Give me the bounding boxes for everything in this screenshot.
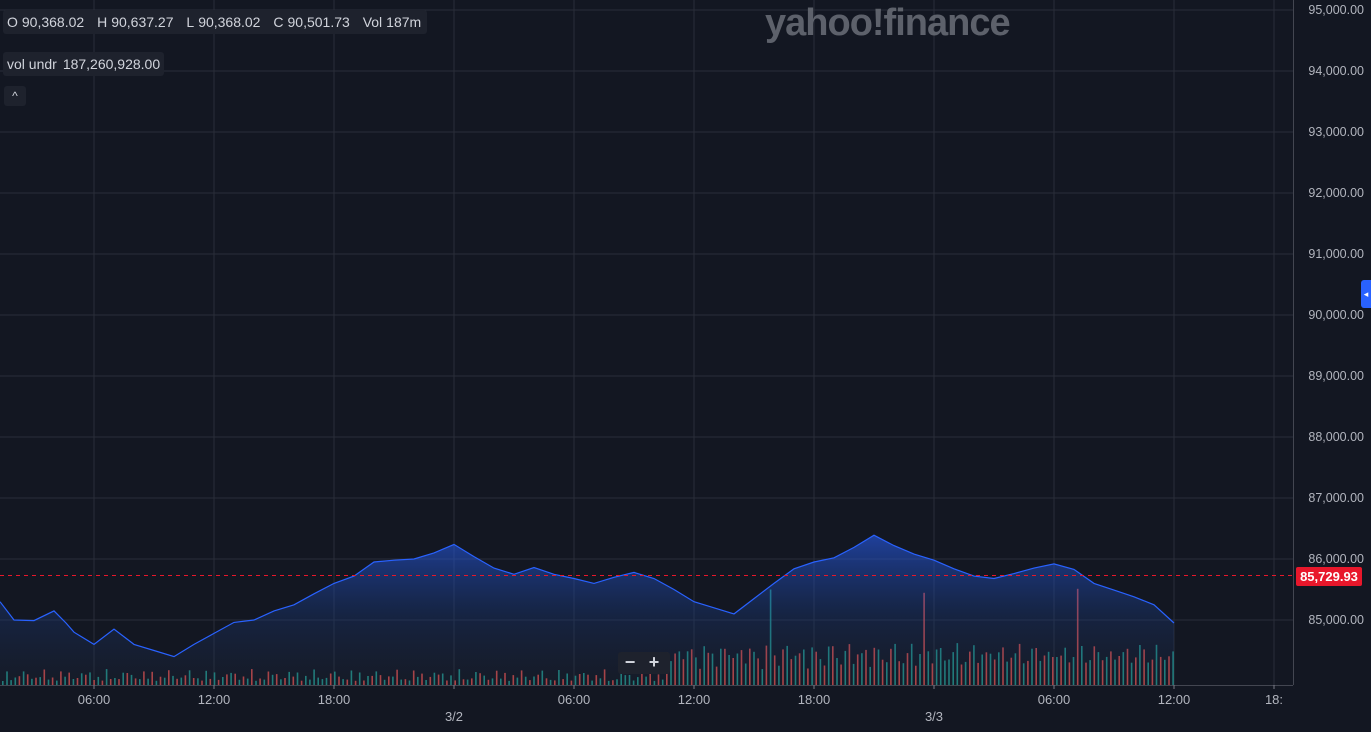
zoom-out-button[interactable]: − xyxy=(624,652,636,672)
x-tick-label: 06:00 xyxy=(1038,692,1071,707)
chevron-up-icon: ^ xyxy=(12,89,18,103)
ohlc-legend: O 90,368.02 H 90,637.27 L 90,368.02 C 90,501… xyxy=(3,10,428,34)
y-axis: 85,000.00 86,000.00 87,000.00 88,000.00 89,0… xyxy=(1308,3,1364,627)
price-line xyxy=(0,534,1175,658)
x-tick-label: 06:00 xyxy=(78,692,111,707)
x-tick-label: 3/2 xyxy=(445,709,463,724)
collapse-legend-button[interactable]: ^ xyxy=(4,86,26,106)
y-tick-label: 92,000.00 xyxy=(1308,186,1364,200)
y-tick-label: 95,000.00 xyxy=(1308,3,1364,17)
close-value: 90,501.73 xyxy=(287,14,350,30)
high-label: H xyxy=(97,14,108,30)
volume-indicator-label: vol undr xyxy=(7,56,57,72)
y-tick-label: 94,000.00 xyxy=(1308,64,1364,78)
y-tick-label: 87,000.00 xyxy=(1308,491,1364,505)
zoom-controls: − + xyxy=(618,652,670,674)
open-value: 90,368.02 xyxy=(21,14,85,30)
x-tick-label: 12:00 xyxy=(678,692,711,707)
low-label: L xyxy=(186,14,195,30)
x-axis: 06:00 12:00 18:00 3/2 06:00 12:00 18:00 3/3 06:0… xyxy=(78,685,1283,724)
chevron-left-icon: ◂ xyxy=(1363,289,1369,299)
y-tick-label: 89,000.00 xyxy=(1308,369,1364,383)
vol-value: 187m xyxy=(386,14,422,30)
price-area-fill xyxy=(0,535,1174,685)
high-value: 90,637.27 xyxy=(111,14,174,30)
volume-indicator-value: 187,260,928.00 xyxy=(62,56,161,72)
x-tick-label: 3/3 xyxy=(925,709,943,724)
y-tick-label: 85,000.00 xyxy=(1308,613,1364,627)
y-tick-label: 88,000.00 xyxy=(1308,430,1364,444)
price-scale-handle[interactable]: ◂ xyxy=(1361,280,1371,308)
x-tick-label: 12:00 xyxy=(198,692,231,707)
current-price-tag: 85,729.93 xyxy=(1296,567,1362,586)
y-tick-label: 93,000.00 xyxy=(1308,125,1364,139)
close-label: C xyxy=(273,14,284,30)
zoom-in-button[interactable]: + xyxy=(648,652,660,672)
x-tick-label: 18:00 xyxy=(318,692,351,707)
x-tick-label: 18: xyxy=(1265,692,1283,707)
y-tick-label: 90,000.00 xyxy=(1308,308,1364,322)
x-tick-label: 18:00 xyxy=(798,692,831,707)
low-value: 90,368.02 xyxy=(198,14,261,30)
yahoo-finance-logo: yahoo!finance xyxy=(765,2,1011,44)
x-tick-label: 06:00 xyxy=(558,692,591,707)
y-tick-label: 91,000.00 xyxy=(1308,247,1364,261)
open-label: O xyxy=(7,14,18,30)
volume-indicator-legend: vol undr 187,260,928.00 xyxy=(3,52,165,76)
vol-label: Vol xyxy=(362,14,383,30)
y-tick-label: 86,000.00 xyxy=(1308,552,1364,566)
x-tick-label: 12:00 xyxy=(1158,692,1191,707)
